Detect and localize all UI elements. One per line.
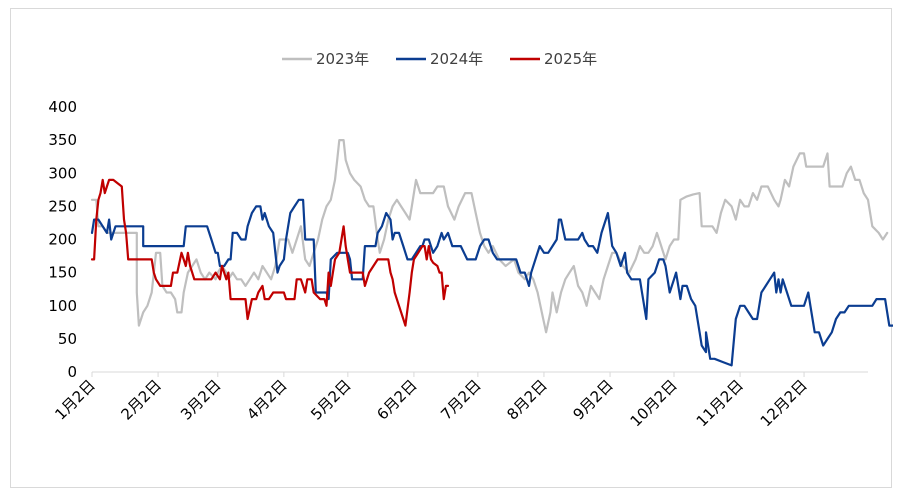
x-tick-label: 10月2日: [627, 376, 681, 430]
x-tick-label: 6月2日: [373, 376, 420, 423]
x-tick-label: 12月2日: [757, 376, 811, 430]
x-tick-label: 9月2日: [569, 376, 616, 423]
x-axis: 1月2日 2月2日 3月2日 4月2日 5月2日 6月2日 7月2日 8月2日 9月2日 10月2…: [51, 371, 868, 430]
y-tick-label: 200: [48, 231, 77, 249]
x-tick-label: 8月2日: [503, 376, 550, 423]
y-tick-label: 250: [48, 197, 77, 215]
y-tick-label: 50: [58, 330, 77, 348]
legend: 2023年 2024年 2025年: [282, 50, 597, 68]
y-tick-label: 400: [48, 98, 77, 116]
y-tick-label: 350: [48, 131, 77, 149]
x-tick-label: 5月2日: [307, 376, 354, 423]
y-tick-label: 300: [48, 164, 77, 182]
x-tick-label: 2月2日: [117, 376, 164, 423]
legend-label: 2023年: [316, 50, 369, 68]
legend-label: 2025年: [544, 50, 597, 68]
series-line: [90, 178, 450, 327]
x-tick-label: 1月2日: [51, 376, 98, 423]
y-tick-label: 100: [48, 297, 77, 315]
x-tick-label: 4月2日: [243, 376, 290, 423]
y-tick-label: 0: [67, 363, 77, 381]
x-tick-label: 3月2日: [177, 376, 224, 423]
series-line: [90, 198, 893, 367]
plot-area: [90, 139, 893, 367]
line-chart: 2023年 2024年 2025年 0 50 100 150 200 250 300 350 400…: [48, 50, 893, 430]
y-tick-label: 150: [48, 264, 77, 282]
y-axis: 0 50 100 150 200 250 300 350 400: [48, 98, 77, 381]
chart-frame: 2023年 2024年 2025年 0 50 100 150 200 250 300 350 400…: [10, 8, 893, 488]
x-tick-label: 7月2日: [437, 376, 484, 423]
x-tick-label: 11月2日: [693, 376, 747, 430]
legend-label: 2024年: [430, 50, 483, 68]
